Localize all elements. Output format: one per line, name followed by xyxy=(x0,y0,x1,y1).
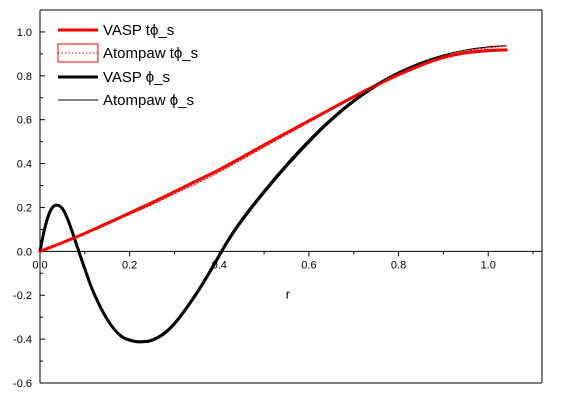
y-tick-label: -0.6 xyxy=(13,378,32,390)
y-tick-label: 0.2 xyxy=(17,202,32,214)
legend-label-3: Atompaw ϕ_s xyxy=(103,92,194,109)
y-tick-label: -0.4 xyxy=(13,334,32,346)
series-line-3 xyxy=(40,46,506,341)
legend: VASP tϕ_s Atompaw tϕ_s VASP ϕ_s Atompaw ϕ_s xyxy=(58,22,198,109)
y-tick-label: 0.6 xyxy=(17,115,32,127)
legend-label-2: VASP ϕ_s xyxy=(103,69,170,86)
legend-label-1: Atompaw tϕ_s xyxy=(103,45,198,62)
y-tick-label: 0.0 xyxy=(17,246,32,258)
legend-swatch-box xyxy=(58,44,98,62)
x-tick-label: 0.6 xyxy=(301,259,316,271)
x-tick-label: 0.8 xyxy=(391,259,406,271)
legend-label-0: VASP tϕ_s xyxy=(103,22,174,39)
axes: 0.0 0.2 0.4 0.6 0.8 1.01.00.80.60.40.20.0-0.2… xyxy=(13,10,542,390)
y-tick-label: 1.0 xyxy=(17,27,32,39)
y-tick-label: 0.4 xyxy=(17,159,32,171)
y-tick-label: 0.8 xyxy=(17,71,32,83)
plot-lines xyxy=(40,46,506,342)
x-axis-title: r xyxy=(286,286,291,301)
x-tick-label: 1.0 xyxy=(481,259,496,271)
x-tick-label: 0.0 xyxy=(32,259,47,271)
y-tick-label: -0.2 xyxy=(13,290,32,302)
x-tick-label: 0.2 xyxy=(122,259,137,271)
